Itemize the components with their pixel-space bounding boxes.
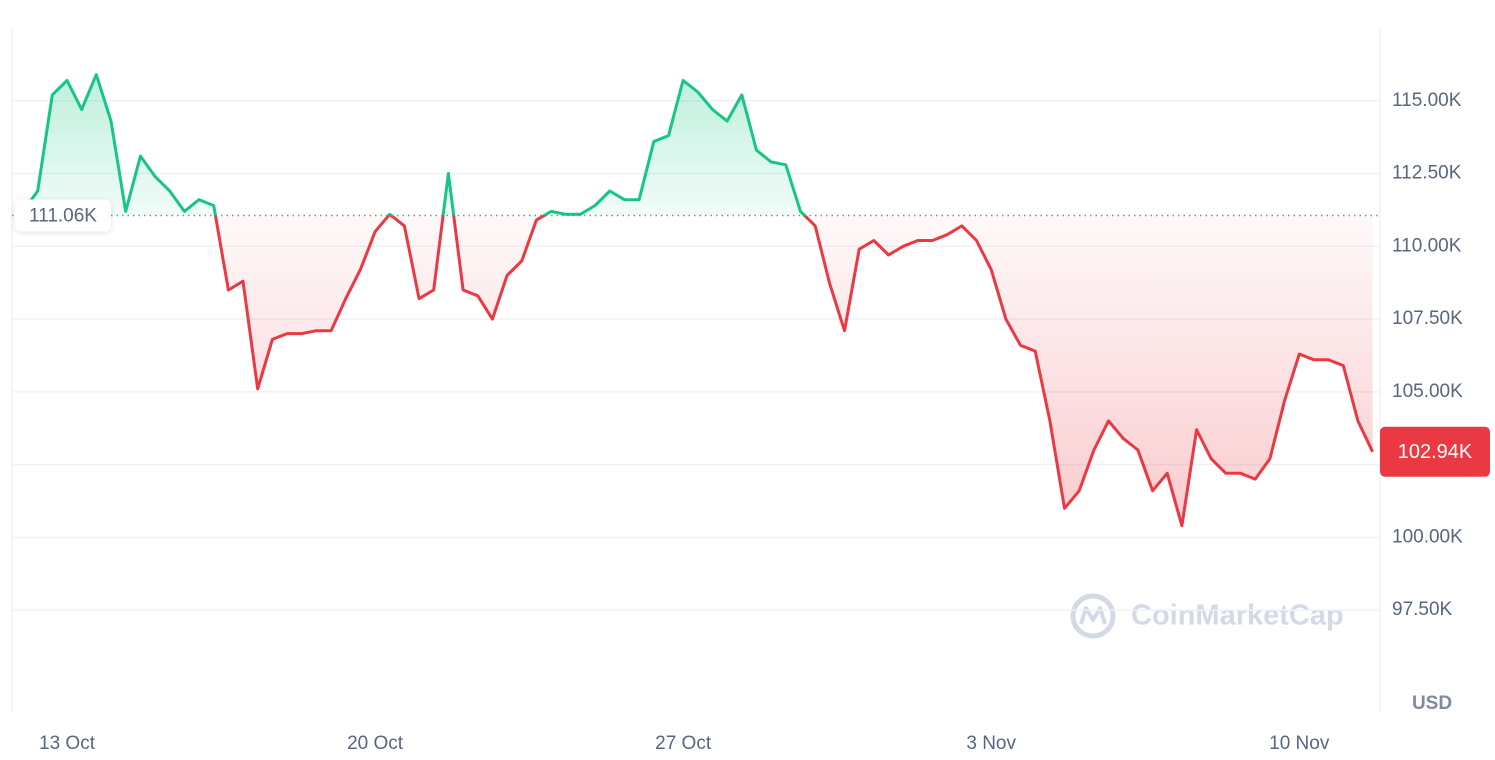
price-badge-label: 102.94K [1398,441,1473,463]
y-tick-label: 107.50K [1392,308,1463,329]
x-tick-label: 10 Nov [1269,733,1330,754]
y-tick-label: 112.50K [1392,163,1462,184]
baseline-label: 111.06K [29,205,97,226]
y-tick-label: 115.00K [1392,90,1462,111]
price-area [23,74,1373,526]
price-line [21,73,1374,528]
x-tick-label: 20 Oct [347,733,404,754]
watermark: CoinMarketCap [1070,593,1344,639]
baseline-label-box [15,199,111,232]
y-tick-label: 100.00K [1392,526,1463,547]
price-badge [1380,426,1490,477]
x-tick-label: 27 Oct [655,733,712,754]
x-tick-label: 3 Nov [966,733,1016,754]
currency-label: USD [1412,693,1452,714]
y-tick-label: 110.00K [1392,235,1462,256]
watermark-text: CoinMarketCap [1131,600,1344,632]
y-tick-label: 105.00K [1392,381,1463,402]
y-tick-label: 97.50K [1392,599,1453,620]
x-tick-label: 13 Oct [39,733,96,754]
